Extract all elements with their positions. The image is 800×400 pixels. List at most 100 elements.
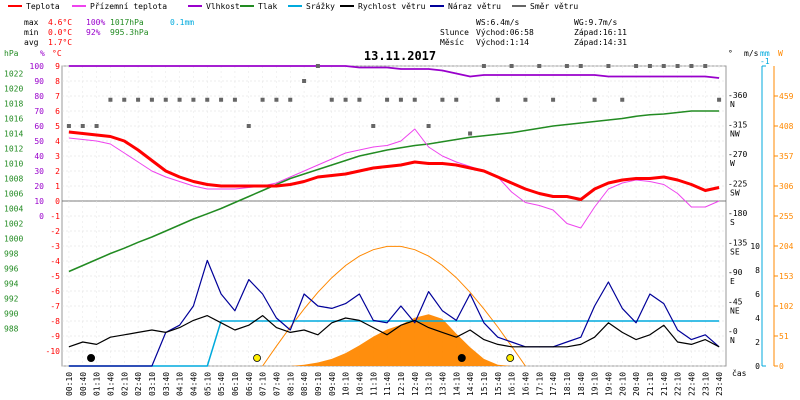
legend-label: Směr větru xyxy=(530,2,578,11)
x-tick-label: 17:40 xyxy=(549,372,558,396)
c-tick-label: 1 xyxy=(55,182,60,191)
hpa-tick-label: 1016 xyxy=(4,115,23,124)
wind-dir-marker xyxy=(80,124,85,128)
solar-area xyxy=(68,314,720,366)
wind-dir-marker xyxy=(454,97,459,102)
x-tick-label: 01:40 xyxy=(106,372,115,396)
c-tick-label: -4 xyxy=(50,257,60,266)
wind-dir-marker xyxy=(606,64,611,68)
c-tick-label: -8 xyxy=(50,317,60,326)
series-rain xyxy=(68,320,720,367)
c-tick-label: 7 xyxy=(55,92,60,101)
c-tick-label: -3 xyxy=(50,242,60,251)
plot-area xyxy=(66,64,722,367)
wind-dir-marker xyxy=(675,64,680,68)
x-tick-label: 13:10 xyxy=(425,372,434,396)
info-moonset: Západ:14:31 xyxy=(574,38,627,47)
c-unit: °C xyxy=(52,49,62,58)
pct-tick-label: 40 xyxy=(34,152,44,161)
wind-dir-marker xyxy=(717,97,722,102)
wind-dir-marker xyxy=(551,97,556,102)
legend-label: Přízemní teplota xyxy=(90,2,167,11)
wind-dir-marker xyxy=(136,97,141,102)
pct-tick-label: 80 xyxy=(34,92,44,101)
x-tick-label: 18:40 xyxy=(577,372,586,396)
wind-dir-marker xyxy=(246,124,251,128)
dir-name-label: SW xyxy=(730,189,740,198)
c-tick-label: 0 xyxy=(55,197,60,206)
wind-dir-marker xyxy=(329,97,334,102)
c-tick-label: -10 xyxy=(46,347,61,356)
x-tick-label: 04:10 xyxy=(176,372,185,396)
legend-label: Rychlost větru xyxy=(358,2,426,11)
wind-dir-marker xyxy=(122,97,127,102)
x-tick-label: 23:10 xyxy=(701,372,710,396)
wind-dir-marker xyxy=(647,64,652,68)
ms-top: -1 xyxy=(760,57,770,66)
c-tick-label: -2 xyxy=(50,227,60,236)
dir-name-label: S xyxy=(730,218,735,227)
x-tick-label: 00:40 xyxy=(79,372,88,396)
x-tick-label: 08:10 xyxy=(286,372,295,396)
ms-tick-label: 0 xyxy=(755,362,760,371)
dir-tick-label: -270 xyxy=(728,150,747,159)
info-sun-label: Slunce xyxy=(440,28,469,37)
hpa-unit: hPa xyxy=(4,49,19,58)
wind-dir-marker xyxy=(564,64,569,68)
hpa-tick-label: 988 xyxy=(4,325,19,334)
x-tick-label: 13:40 xyxy=(438,372,447,396)
x-tick-label: 23:40 xyxy=(715,372,724,396)
x-tick-label: 21:40 xyxy=(660,372,669,396)
hpa-tick-label: 1002 xyxy=(4,220,23,229)
stats-block: max 4.6°C 100% 1017hPa 0.1mm min 0.0°C 9… xyxy=(24,18,194,47)
hpa-tick-label: 1004 xyxy=(4,205,23,214)
x-tick-label: 15:40 xyxy=(494,372,503,396)
dir-tick-label: -180 xyxy=(728,209,747,218)
series-wind-speed xyxy=(68,315,720,348)
w-tick-label: 102 xyxy=(779,302,794,311)
chart-title: 13.11.2017 xyxy=(364,49,436,63)
hpa-tick-label: 992 xyxy=(4,295,19,304)
wind-dir-marker xyxy=(620,97,625,102)
wind-dir-marker xyxy=(689,64,694,68)
w-tick-label: 255 xyxy=(779,212,794,221)
dir-name-label: N xyxy=(730,336,735,345)
stat-max-temp: 4.6°C xyxy=(48,18,72,27)
moonrise-marker xyxy=(87,354,96,362)
wind-dir-marker xyxy=(523,97,528,102)
ms-unit: m/s xyxy=(744,49,759,58)
info-block: WS:6.4m/s WG:9.7m/s Slunce Východ:06:58 … xyxy=(440,18,627,47)
legend-label: Náraz větru xyxy=(448,2,501,11)
series-humidity xyxy=(68,65,720,79)
pct-tick-label: 10 xyxy=(34,197,44,206)
mm-unit: mm xyxy=(760,49,770,58)
w-tick-label: 153 xyxy=(779,272,794,281)
time-axis-label: čas xyxy=(732,368,747,378)
w-tick-label: 459 xyxy=(779,92,794,101)
x-tick-label: 10:40 xyxy=(355,372,364,396)
pct-tick-label: 30 xyxy=(34,167,44,176)
x-tick-label: 05:40 xyxy=(217,372,226,396)
x-tick-label: 22:10 xyxy=(674,372,683,396)
x-tick-label: 14:40 xyxy=(466,372,475,396)
hpa-tick-label: 1000 xyxy=(4,235,23,244)
dir-name-label: NW xyxy=(730,130,740,139)
c-tick-label: 6 xyxy=(55,107,60,116)
hpa-tick-label: 996 xyxy=(4,265,19,274)
wind-dir-marker xyxy=(357,97,362,102)
x-tick-label: 16:10 xyxy=(508,372,517,396)
pct-tick-label: 0 xyxy=(39,212,44,221)
wind-dir-marker xyxy=(149,97,154,102)
x-tick-label: 11:10 xyxy=(369,372,378,396)
hpa-tick-label: 1020 xyxy=(4,85,23,94)
dir-tick-label: -360 xyxy=(728,91,747,100)
moonset-marker xyxy=(457,354,466,362)
x-tick-label: 07:10 xyxy=(259,372,268,396)
wind-dir-marker xyxy=(191,97,196,102)
stat-avg-label: avg xyxy=(24,38,39,47)
c-tick-label: -1 xyxy=(50,212,60,221)
wind-dir-marker xyxy=(426,124,431,128)
legend-label: Vlhkost xyxy=(206,2,240,11)
